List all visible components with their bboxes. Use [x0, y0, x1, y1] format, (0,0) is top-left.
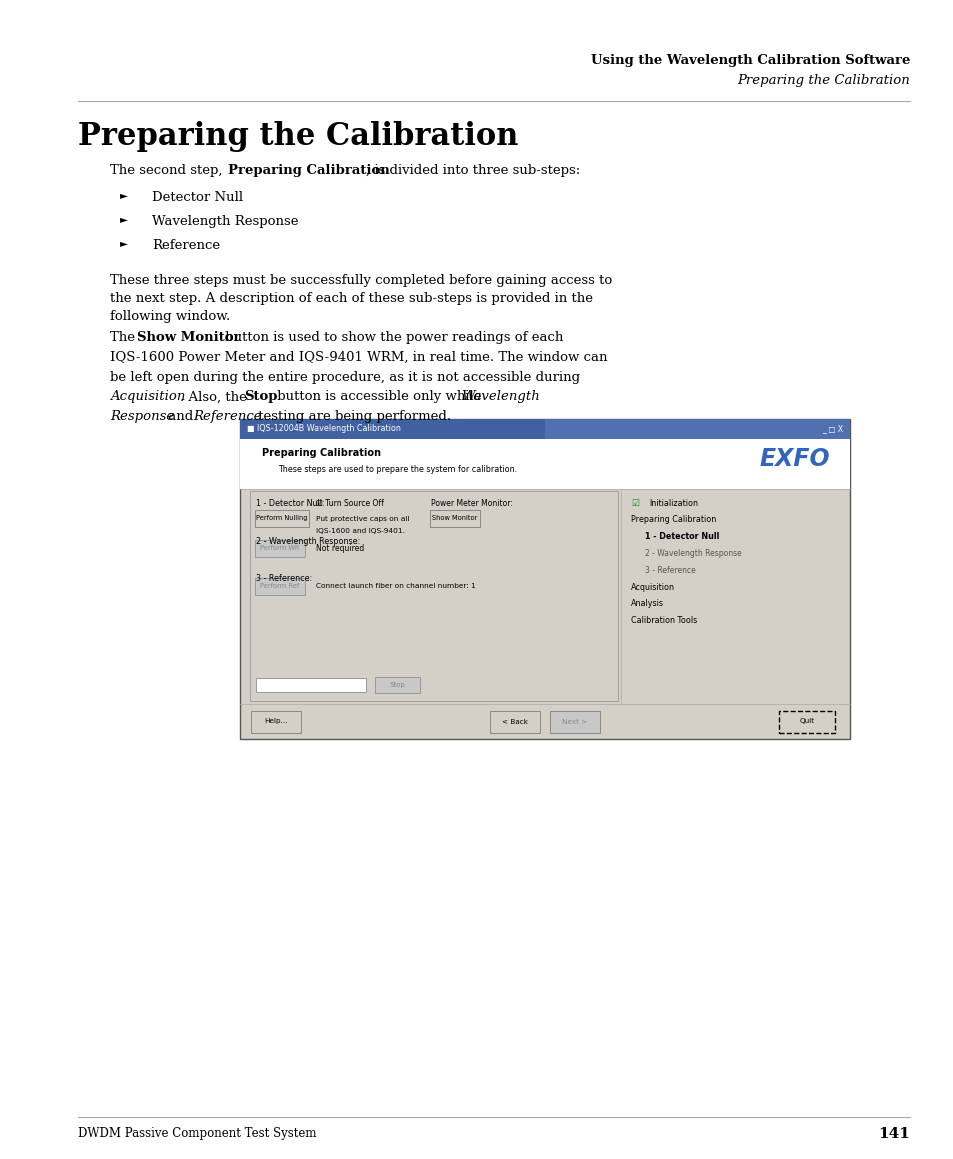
Text: Perform Nulling: Perform Nulling [256, 516, 308, 522]
Text: Connect launch fiber on channel number: 1: Connect launch fiber on channel number: … [315, 583, 476, 589]
Text: 3 - Reference: 3 - Reference [644, 566, 696, 575]
Text: ►: ► [120, 191, 128, 201]
Text: IQS-1600 Power Meter and IQS-9401 WRM, in real time. The window can: IQS-1600 Power Meter and IQS-9401 WRM, i… [110, 351, 607, 364]
Text: Preparing Calibration: Preparing Calibration [631, 516, 716, 524]
Text: testing are being performed.: testing are being performed. [253, 410, 451, 423]
Text: 2 - Wavelength Response:: 2 - Wavelength Response: [255, 537, 360, 546]
Text: Power Meter Monitor:: Power Meter Monitor: [431, 498, 513, 508]
Text: Perform WR: Perform WR [260, 545, 299, 552]
FancyBboxPatch shape [240, 438, 849, 488]
Text: Using the Wavelength Calibration Software: Using the Wavelength Calibration Softwar… [590, 54, 909, 67]
FancyBboxPatch shape [254, 510, 309, 526]
FancyBboxPatch shape [240, 420, 849, 739]
Text: _ □ X: _ □ X [821, 424, 842, 433]
Text: Stop: Stop [389, 681, 405, 687]
Text: These steps are used to prepare the system for calibration.: These steps are used to prepare the syst… [277, 465, 517, 474]
FancyBboxPatch shape [255, 678, 366, 692]
Text: Wavelength: Wavelength [461, 391, 539, 403]
Text: ☑: ☑ [631, 498, 639, 508]
Text: IQS-1600 and IQS-9401.: IQS-1600 and IQS-9401. [315, 527, 405, 533]
Text: Calibration Tools: Calibration Tools [631, 617, 697, 625]
Text: < Back: < Back [501, 719, 527, 724]
Text: Perform Ref: Perform Ref [260, 583, 299, 589]
Text: Wavelength Response: Wavelength Response [152, 216, 298, 228]
Text: Reference: Reference [193, 410, 261, 423]
Text: 2 - Wavelength Response: 2 - Wavelength Response [644, 549, 741, 557]
Text: ►: ► [120, 239, 128, 248]
Text: , is divided into three sub-steps:: , is divided into three sub-steps: [365, 165, 579, 177]
Text: button is accessible only while: button is accessible only while [273, 391, 485, 403]
FancyBboxPatch shape [251, 710, 301, 732]
Text: Not required: Not required [315, 544, 364, 553]
Text: DWDM Passive Component Test System: DWDM Passive Component Test System [78, 1127, 316, 1140]
FancyBboxPatch shape [254, 540, 305, 556]
Text: Acquisition: Acquisition [110, 391, 185, 403]
Text: Acquisition: Acquisition [631, 583, 675, 591]
Text: ►: ► [120, 216, 128, 224]
FancyBboxPatch shape [544, 420, 849, 438]
Text: Reference: Reference [152, 239, 220, 252]
Text: button is used to show the power readings of each: button is used to show the power reading… [220, 331, 562, 344]
Text: Preparing Calibration: Preparing Calibration [227, 165, 389, 177]
Text: Put protective caps on all: Put protective caps on all [315, 517, 409, 523]
Text: Help...: Help... [264, 719, 288, 724]
FancyBboxPatch shape [490, 710, 539, 732]
Text: 1 - Detector Null: 1 - Detector Null [644, 532, 719, 541]
Text: The: The [110, 331, 139, 344]
Text: Next >: Next > [561, 719, 587, 724]
Text: 141: 141 [877, 1127, 909, 1140]
Text: Quit: Quit [799, 719, 814, 724]
Text: ☑ Turn Source Off: ☑ Turn Source Off [315, 498, 383, 508]
FancyBboxPatch shape [430, 510, 479, 526]
Text: Detector Null: Detector Null [152, 191, 243, 204]
Text: Preparing the Calibration: Preparing the Calibration [78, 121, 518, 152]
Text: . Also, the: . Also, the [180, 391, 251, 403]
FancyBboxPatch shape [375, 677, 419, 693]
Text: 3 - Reference:: 3 - Reference: [255, 575, 312, 583]
Text: Analysis: Analysis [631, 599, 663, 608]
Text: Stop: Stop [244, 391, 277, 403]
FancyBboxPatch shape [779, 710, 834, 732]
Text: Show Monitor: Show Monitor [432, 516, 477, 522]
Text: 1 - Detector Null:: 1 - Detector Null: [255, 498, 324, 508]
Text: Preparing Calibration: Preparing Calibration [262, 447, 380, 458]
Text: EXFO: EXFO [759, 447, 829, 472]
FancyBboxPatch shape [550, 710, 599, 732]
Text: ■ IQS-12004B Wavelength Calibration: ■ IQS-12004B Wavelength Calibration [247, 424, 400, 433]
Text: and: and [163, 410, 196, 423]
Text: Show Monitor: Show Monitor [136, 331, 240, 344]
Text: be left open during the entire procedure, as it is not accessible during: be left open during the entire procedure… [110, 371, 579, 384]
Text: Preparing the Calibration: Preparing the Calibration [737, 74, 909, 87]
Text: Initialization: Initialization [648, 498, 697, 508]
Text: These three steps must be successfully completed before gaining access to
the ne: These three steps must be successfully c… [110, 274, 612, 323]
FancyBboxPatch shape [250, 491, 618, 701]
Text: Response: Response [110, 410, 174, 423]
FancyBboxPatch shape [240, 420, 849, 438]
Text: The second step,: The second step, [110, 165, 227, 177]
FancyBboxPatch shape [254, 578, 305, 595]
